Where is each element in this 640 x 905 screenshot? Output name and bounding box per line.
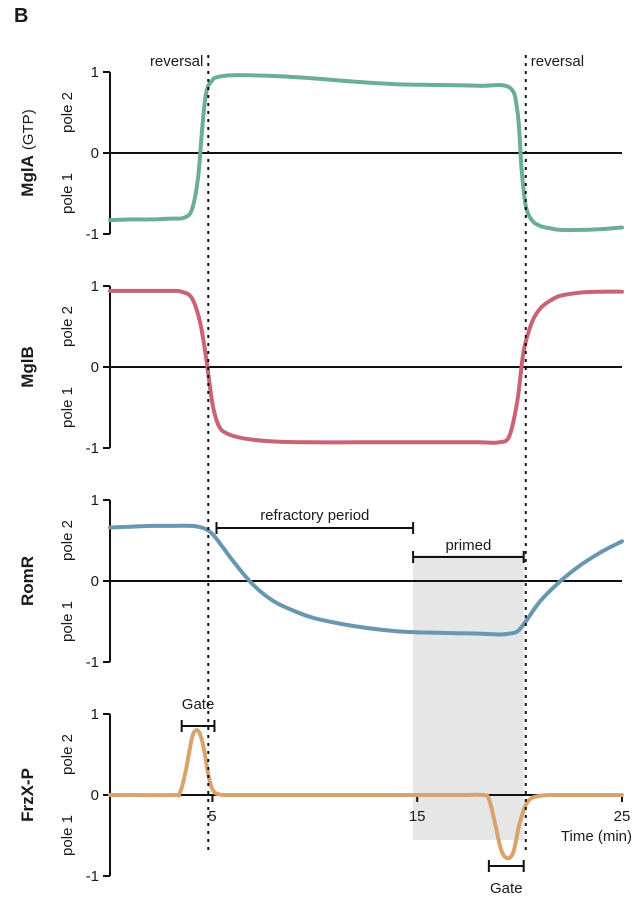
pole-2-label: pole 2 — [59, 92, 76, 133]
y-tick-label: 0 — [91, 573, 99, 590]
primed-bracket-label: primed — [445, 537, 491, 554]
panel-ylabel: MglA (GTP) — [18, 109, 37, 196]
series-line-mgla — [108, 73, 624, 233]
panel-letter: B — [14, 5, 28, 27]
x-tick-label: 5 — [208, 808, 216, 825]
x-axis-label: Time (min) — [561, 828, 632, 845]
panel-ylabel-suffix: (GTP) — [20, 109, 37, 150]
pole-2-label: pole 2 — [59, 734, 76, 775]
panel-ylabel-main: FrzX-P — [18, 768, 37, 822]
y-tick-label: -1 — [86, 226, 99, 243]
pole-1-label: pole 1 — [59, 601, 76, 642]
y-tick-label: -1 — [86, 868, 99, 885]
panel-ylabel: RomR — [18, 556, 37, 606]
gate-bracket-1-label: Gate — [182, 696, 215, 713]
panel-ylabel-main: MglB — [18, 346, 37, 388]
panel-ylabel-main: MglA — [18, 155, 37, 197]
y-tick-label: 0 — [91, 787, 99, 804]
pole-2-label: pole 2 — [59, 306, 76, 347]
y-tick-label: 1 — [91, 706, 99, 723]
y-tick-label: 1 — [91, 492, 99, 509]
y-tick-label: 0 — [91, 145, 99, 162]
series-line-romr — [108, 523, 624, 637]
y-tick-label: 1 — [91, 64, 99, 81]
gate-bracket-2-label: Gate — [490, 880, 523, 897]
panel-ylabel: MglB — [18, 346, 37, 388]
pole-1-label: pole 1 — [59, 173, 76, 214]
panel-ylabel-main: RomR — [18, 556, 37, 606]
reversal-label: reversal — [150, 53, 203, 70]
primed-shade — [413, 555, 524, 840]
y-tick-label: -1 — [86, 440, 99, 457]
y-tick-label: -1 — [86, 654, 99, 671]
x-tick-label: 15 — [409, 808, 426, 825]
pole-2-label: pole 2 — [59, 520, 76, 561]
panel-ylabel: FrzX-P — [18, 768, 37, 822]
reversal-label: reversal — [531, 53, 584, 70]
pole-1-label: pole 1 — [59, 387, 76, 428]
pole-1-label: pole 1 — [59, 815, 76, 856]
y-tick-label: 0 — [91, 359, 99, 376]
y-tick-label: 1 — [91, 278, 99, 295]
series-line-frzx-p — [108, 728, 624, 861]
series-line-mglb — [108, 288, 624, 445]
x-tick-label: 25 — [614, 808, 631, 825]
refractory-bracket-label: refractory period — [260, 507, 369, 524]
